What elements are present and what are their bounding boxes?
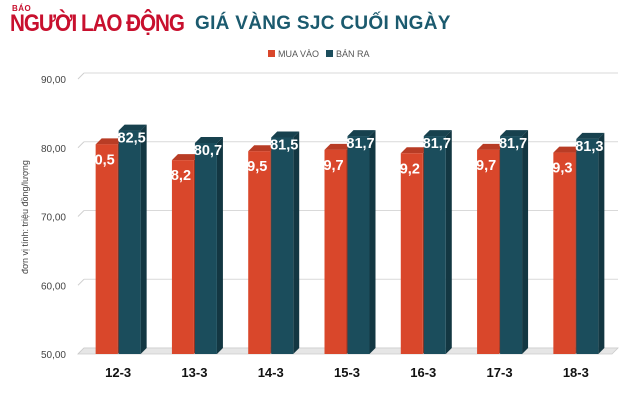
legend-swatch (268, 50, 275, 57)
bar-top (248, 145, 277, 152)
bar-buy (553, 152, 576, 354)
data-label: 79,5 (239, 159, 267, 175)
bar-top (95, 138, 124, 145)
bar-sell (194, 142, 217, 354)
data-label: 81,7 (423, 136, 451, 152)
bar-side (216, 136, 223, 354)
bar-side (598, 132, 605, 354)
bar-top (477, 143, 506, 150)
bar-sell (500, 136, 523, 354)
x-tick-label: 16-3 (410, 365, 436, 380)
bar-top (271, 131, 300, 138)
bar-top (400, 147, 429, 154)
bar-side (369, 130, 376, 354)
bar-side (522, 130, 529, 354)
data-label: 81,7 (499, 136, 527, 152)
gridline-depth (77, 278, 85, 286)
data-label: 82,5 (118, 131, 146, 147)
data-label: 79,2 (392, 161, 420, 177)
bar-top (423, 130, 452, 137)
data-label: 81,5 (270, 137, 298, 153)
gridline-depth (77, 72, 85, 80)
x-tick-label: 15-3 (334, 365, 360, 380)
y-tick-label: 80,00 (41, 144, 66, 155)
gridline-depth (77, 210, 85, 217)
x-tick-label: 18-3 (563, 365, 589, 380)
y-tick-label: 70,00 (41, 213, 66, 224)
data-label: 80,5 (87, 152, 115, 168)
bar-sell (118, 130, 141, 354)
logo-main-text: NGƯỜI LAO ĐỘNG (10, 10, 185, 37)
y-axis-label: đơn vị tính: triệu đồng/lượng (20, 160, 30, 274)
legend-label: MUA VÀO (278, 49, 319, 59)
bar-top (347, 130, 376, 137)
y-tick-label: 50,00 (41, 350, 66, 361)
bar-top (500, 130, 529, 137)
bar-buy (248, 151, 271, 354)
data-label: 81,7 (346, 136, 374, 152)
chart-title: GIÁ VÀNG SJC CUỐI NGÀY (195, 13, 451, 34)
bar-sell (271, 137, 294, 354)
x-tick-label: 13-3 (181, 365, 207, 380)
gridline-depth (77, 141, 85, 149)
legend-swatch (326, 50, 333, 57)
bar-buy (171, 160, 194, 354)
legend-label: BÁN RA (336, 49, 370, 59)
bar-sell (347, 136, 370, 354)
bar-buy (477, 149, 500, 354)
bar-top (194, 136, 223, 143)
bar-top (553, 146, 582, 153)
bar-side (293, 131, 300, 354)
bar-side (445, 130, 452, 354)
logo-top-text: BÁO (12, 4, 32, 13)
x-tick-label: 17-3 (487, 365, 513, 380)
bar-top (576, 132, 605, 139)
x-tick-label: 12-3 (105, 365, 131, 380)
bar-top (171, 154, 200, 161)
newspaper-logo: BÁO NGƯỜI LAO ĐỘNG (10, 4, 185, 42)
data-label: 79,7 (315, 158, 343, 174)
bar-top (324, 143, 353, 150)
data-label: 81,3 (575, 139, 603, 155)
x-tick-label: 14-3 (258, 365, 284, 380)
data-label: 79,7 (468, 158, 496, 174)
bar-sell (576, 138, 599, 354)
bar-side (140, 124, 147, 354)
data-label: 80,7 (194, 143, 222, 159)
data-label: 79,3 (544, 161, 572, 177)
y-tick-label: 60,00 (41, 281, 66, 292)
bar-buy (400, 153, 423, 354)
bar-buy (95, 144, 118, 354)
data-label: 78,2 (163, 168, 191, 184)
y-tick-label: 90,00 (41, 75, 66, 86)
bar-top (118, 124, 147, 131)
bar-sell (423, 136, 446, 354)
bar-buy (324, 149, 347, 354)
